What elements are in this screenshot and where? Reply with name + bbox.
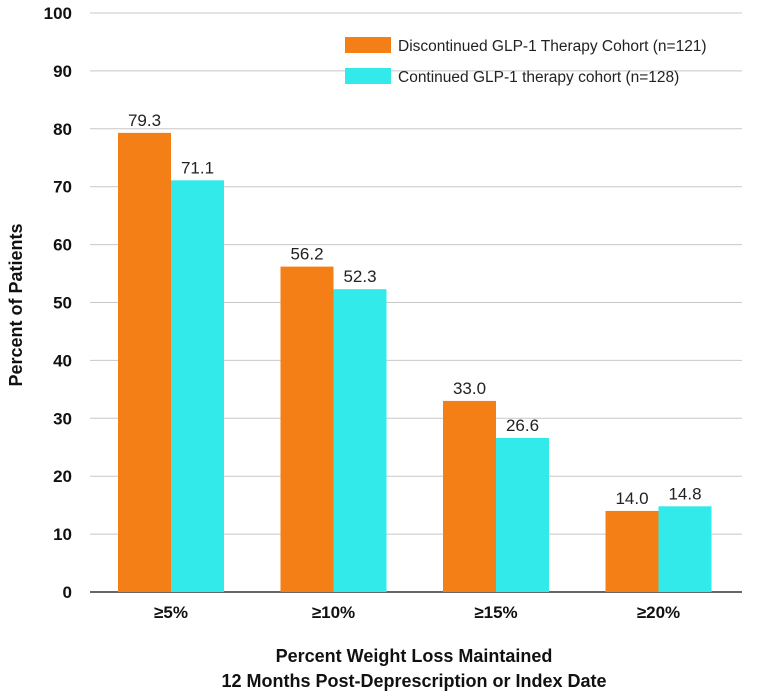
legend-label-discontinued: Discontinued GLP-1 Therapy Cohort (n=121… xyxy=(398,38,707,55)
data-label: 52.3 xyxy=(343,267,376,286)
y-tick-label: 90 xyxy=(53,62,72,81)
data-label: 33.0 xyxy=(453,379,486,398)
y-tick-label: 40 xyxy=(53,351,72,370)
y-tick-label: 20 xyxy=(53,467,72,486)
data-label: 26.6 xyxy=(506,416,539,435)
data-label: 56.2 xyxy=(290,245,323,264)
x-axis-title-line1: Percent Weight Loss Maintained xyxy=(276,646,553,666)
y-tick-label: 60 xyxy=(53,236,72,255)
data-labels: 79.3 71.1 56.2 52.3 33.0 26.6 14.0 14.8 xyxy=(128,111,702,508)
data-label: 14.0 xyxy=(615,489,648,508)
bar-discontinued xyxy=(443,400,496,592)
x-tick-label: ≥10% xyxy=(312,603,355,622)
legend-swatch-continued xyxy=(345,68,391,84)
data-label: 71.1 xyxy=(181,158,214,177)
x-tick-labels: ≥5% ≥10% ≥15% ≥20% xyxy=(154,603,680,622)
bar-discontinued xyxy=(605,510,659,592)
y-tick-label: 100 xyxy=(44,4,72,23)
data-label: 14.8 xyxy=(668,484,701,503)
y-tick-label: 70 xyxy=(53,178,72,197)
data-label: 79.3 xyxy=(128,111,161,130)
bar-discontinued xyxy=(118,132,171,592)
bar-discontinued xyxy=(280,266,334,592)
y-tick-label: 50 xyxy=(53,294,72,313)
bars xyxy=(118,132,712,592)
x-tick-label: ≥20% xyxy=(637,603,680,622)
bar-continued xyxy=(171,180,224,592)
y-tick-label: 0 xyxy=(63,583,72,602)
x-tick-label: ≥15% xyxy=(474,603,517,622)
legend-swatch-discontinued xyxy=(345,37,391,53)
y-tick-labels: 0 10 20 30 40 50 60 70 80 90 100 xyxy=(44,4,72,602)
y-tick-label: 30 xyxy=(53,409,72,428)
y-tick-label: 10 xyxy=(53,525,72,544)
y-tick-label: 80 xyxy=(53,120,72,139)
bar-continued xyxy=(658,506,712,592)
legend: Discontinued GLP-1 Therapy Cohort (n=121… xyxy=(345,37,707,86)
bar-continued xyxy=(333,289,387,592)
x-axis-title-line2: 12 Months Post-Deprescription or Index D… xyxy=(221,671,606,691)
bar-continued xyxy=(496,437,549,592)
legend-label-continued: Continued GLP-1 therapy cohort (n=128) xyxy=(398,69,679,86)
x-tick-label: ≥5% xyxy=(154,603,188,622)
y-axis-title: Percent of Patients xyxy=(6,223,26,386)
